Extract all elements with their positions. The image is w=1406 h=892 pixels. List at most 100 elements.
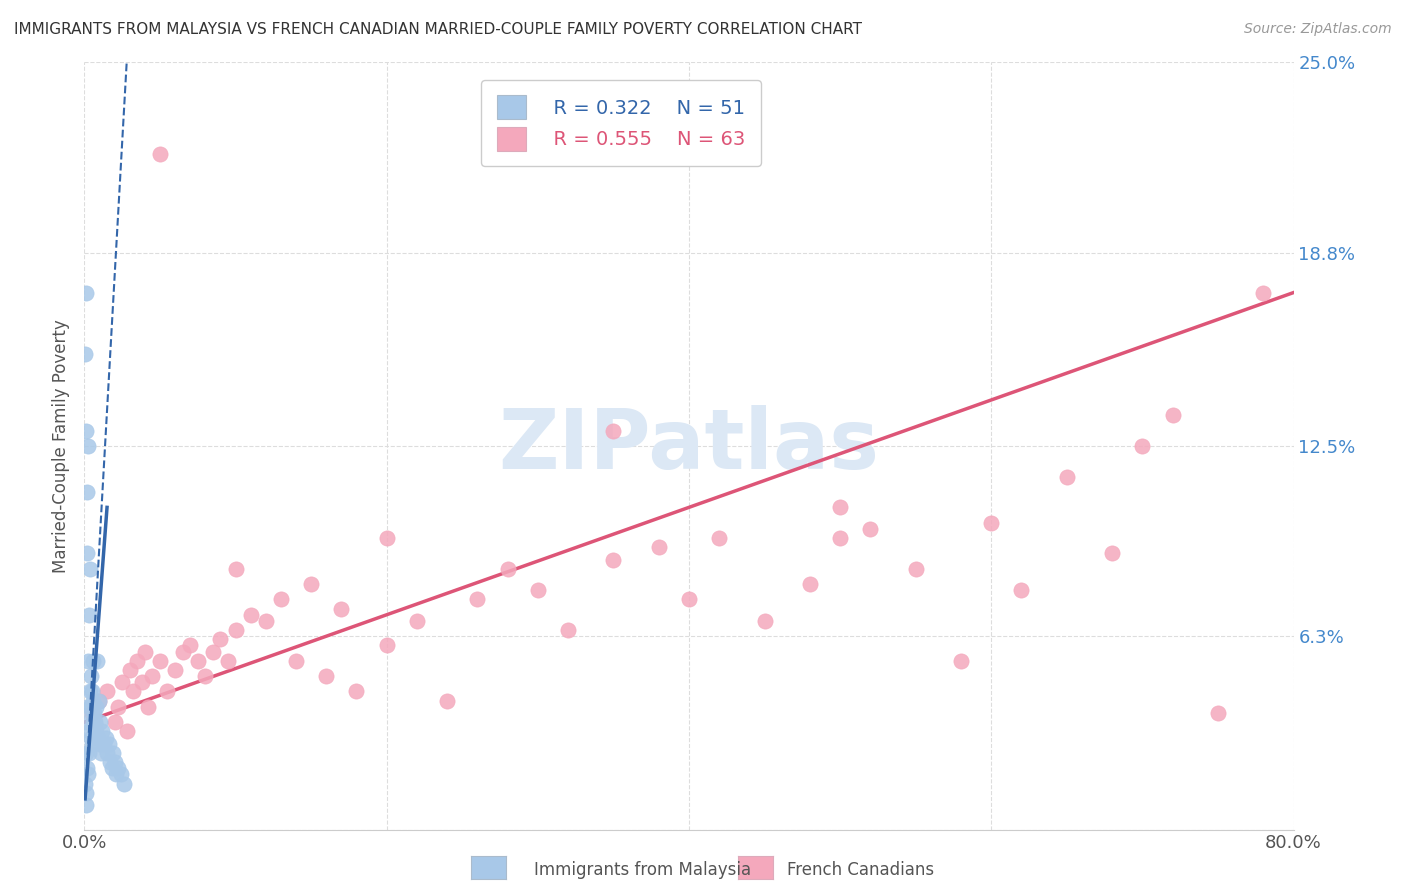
Point — [131, 675, 153, 690]
Text: ZIPatlas: ZIPatlas — [499, 406, 879, 486]
Point — [76, 546, 98, 560]
Point — [98, 755, 121, 769]
Point — [830, 500, 852, 515]
Text: IMMIGRANTS FROM MALAYSIA VS FRENCH CANADIAN MARRIED-COUPLE FAMILY POVERTY CORREL: IMMIGRANTS FROM MALAYSIA VS FRENCH CANAD… — [14, 22, 862, 37]
Point — [149, 147, 172, 161]
Point — [330, 601, 353, 615]
Point — [239, 607, 262, 622]
Point — [94, 731, 117, 745]
Point — [90, 746, 112, 760]
Point — [346, 684, 368, 698]
Point — [678, 592, 700, 607]
Point — [75, 285, 97, 300]
Point — [127, 654, 149, 668]
Point — [77, 439, 100, 453]
Point — [904, 562, 927, 576]
Point — [77, 654, 100, 668]
Point — [84, 715, 107, 730]
Point — [80, 684, 103, 698]
Point — [799, 577, 821, 591]
Point — [121, 684, 143, 698]
Point — [527, 583, 550, 598]
Point — [89, 694, 111, 708]
Point — [84, 699, 107, 714]
Point — [179, 639, 201, 653]
Point — [112, 776, 135, 790]
Point — [270, 592, 292, 607]
Point — [77, 746, 100, 760]
Point — [315, 669, 337, 683]
Point — [82, 715, 104, 730]
Point — [75, 776, 97, 790]
Point — [79, 699, 101, 714]
Point — [172, 644, 194, 658]
Point — [1206, 706, 1229, 720]
Point — [201, 644, 224, 658]
Point — [375, 531, 398, 545]
Point — [754, 614, 776, 628]
Point — [980, 516, 1002, 530]
Point — [1253, 285, 1275, 300]
Point — [80, 731, 103, 745]
Point — [156, 684, 179, 698]
Point — [859, 522, 882, 536]
Point — [77, 607, 100, 622]
Point — [76, 699, 98, 714]
Point — [950, 654, 973, 668]
Point — [82, 694, 104, 708]
Point — [76, 767, 98, 781]
Point — [97, 737, 120, 751]
Point — [87, 694, 110, 708]
Point — [709, 531, 731, 545]
Point — [467, 592, 489, 607]
Point — [76, 485, 98, 500]
Point — [100, 761, 122, 775]
Point — [187, 654, 209, 668]
Point — [115, 724, 138, 739]
Point — [436, 694, 458, 708]
Point — [89, 715, 111, 730]
Y-axis label: Married-Couple Family Poverty: Married-Couple Family Poverty — [52, 319, 70, 573]
Legend:   R = 0.322    N = 51,   R = 0.555    N = 63: R = 0.322 N = 51, R = 0.555 N = 63 — [481, 79, 761, 166]
Point — [209, 632, 232, 647]
Point — [76, 715, 98, 730]
Point — [91, 724, 114, 739]
Point — [830, 531, 852, 545]
Point — [254, 614, 277, 628]
Point — [77, 724, 100, 739]
Point — [82, 654, 104, 668]
Point — [1056, 469, 1078, 483]
Text: Source: ZipAtlas.com: Source: ZipAtlas.com — [1244, 22, 1392, 37]
Point — [93, 737, 115, 751]
Point — [104, 715, 127, 730]
Point — [648, 541, 671, 555]
Point — [79, 684, 101, 698]
Point — [602, 552, 624, 566]
Point — [76, 761, 98, 775]
Point — [111, 675, 134, 690]
Text: French Canadians: French Canadians — [787, 861, 935, 879]
Point — [101, 746, 124, 760]
Point — [1011, 583, 1033, 598]
Point — [285, 654, 308, 668]
Point — [104, 755, 127, 769]
Point — [141, 669, 163, 683]
Point — [225, 562, 247, 576]
Point — [96, 746, 118, 760]
Point — [80, 669, 103, 683]
Point — [406, 614, 429, 628]
Text: Immigrants from Malaysia: Immigrants from Malaysia — [534, 861, 751, 879]
Point — [299, 577, 322, 591]
Point — [1132, 439, 1154, 453]
Point — [96, 684, 118, 698]
Point — [110, 767, 132, 781]
Point — [80, 737, 103, 751]
Point — [602, 424, 624, 438]
Point — [107, 761, 129, 775]
Point — [557, 623, 579, 637]
Point — [194, 669, 217, 683]
Point — [75, 746, 97, 760]
Point — [75, 424, 97, 438]
Point — [107, 699, 129, 714]
Point — [105, 767, 128, 781]
